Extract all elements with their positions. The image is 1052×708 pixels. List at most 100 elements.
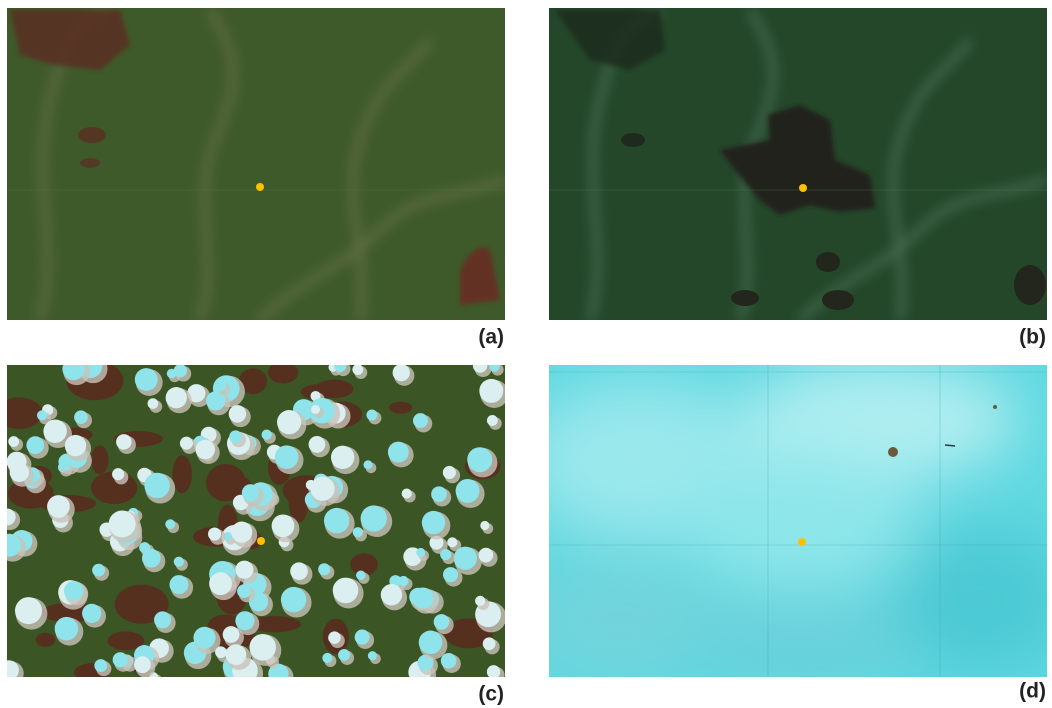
texture bbox=[215, 646, 227, 658]
texture bbox=[480, 521, 489, 530]
texture bbox=[208, 527, 221, 540]
texture bbox=[37, 410, 47, 420]
texture bbox=[172, 455, 192, 493]
texture bbox=[338, 649, 350, 661]
texture bbox=[142, 549, 161, 568]
panel-label: (b) bbox=[1019, 326, 1046, 349]
texture bbox=[113, 652, 128, 667]
texture bbox=[237, 584, 251, 598]
texture bbox=[135, 368, 158, 391]
texture bbox=[272, 514, 295, 537]
texture bbox=[440, 549, 451, 560]
image-c bbox=[0, 354, 508, 689]
texture bbox=[116, 434, 131, 449]
texture bbox=[74, 410, 88, 424]
texture bbox=[15, 597, 42, 624]
texture bbox=[94, 659, 107, 672]
texture bbox=[467, 447, 492, 472]
texture bbox=[353, 527, 363, 537]
texture bbox=[322, 653, 332, 663]
texture bbox=[352, 364, 363, 375]
texture bbox=[268, 362, 298, 384]
figure: (a) (b) (c) (d) bbox=[0, 0, 1052, 708]
texture bbox=[242, 484, 259, 501]
texture bbox=[402, 489, 412, 499]
texture bbox=[235, 561, 253, 579]
image-b bbox=[549, 8, 1047, 320]
texture bbox=[64, 581, 84, 601]
texture bbox=[479, 548, 494, 563]
texture bbox=[334, 360, 346, 372]
texture bbox=[134, 656, 151, 673]
texture bbox=[249, 634, 276, 661]
texture bbox=[483, 637, 496, 650]
texture bbox=[398, 576, 408, 586]
texture bbox=[487, 415, 498, 426]
texture bbox=[290, 562, 308, 580]
texture bbox=[381, 584, 402, 605]
texture bbox=[441, 653, 457, 669]
texture bbox=[55, 617, 79, 641]
texture bbox=[275, 445, 299, 469]
texture bbox=[473, 358, 487, 372]
texture bbox=[416, 548, 425, 557]
texture bbox=[331, 446, 354, 469]
texture bbox=[388, 442, 409, 463]
texture bbox=[154, 611, 171, 628]
texture bbox=[144, 473, 169, 498]
texture bbox=[148, 398, 159, 409]
texture bbox=[226, 644, 247, 665]
texture bbox=[413, 413, 428, 428]
texture bbox=[324, 508, 349, 533]
texture bbox=[229, 430, 242, 443]
texture bbox=[447, 537, 457, 547]
texture bbox=[431, 486, 447, 502]
texture bbox=[412, 587, 433, 608]
texture bbox=[92, 564, 105, 577]
texture bbox=[487, 665, 500, 678]
texture bbox=[309, 436, 326, 453]
texture bbox=[229, 405, 247, 423]
page: (a) (b) (c) (d) (() => { const data = JS… bbox=[0, 0, 1052, 708]
texture bbox=[366, 409, 377, 420]
texture bbox=[311, 405, 320, 414]
texture bbox=[169, 575, 188, 594]
texture bbox=[166, 387, 187, 408]
texture bbox=[443, 466, 456, 479]
image-a bbox=[7, 8, 505, 320]
texture bbox=[174, 364, 187, 377]
texture bbox=[174, 557, 184, 567]
texture bbox=[419, 631, 443, 655]
texture bbox=[310, 477, 334, 501]
panel-label: (a) bbox=[478, 326, 504, 349]
texture bbox=[91, 445, 108, 474]
texture bbox=[47, 495, 70, 518]
panel-label: (c) bbox=[478, 683, 504, 706]
texture bbox=[277, 410, 301, 434]
texture bbox=[109, 510, 136, 537]
texture bbox=[422, 511, 445, 534]
texture bbox=[456, 479, 480, 503]
texture bbox=[65, 435, 86, 456]
texture bbox=[112, 468, 124, 480]
texture bbox=[361, 505, 387, 531]
texture bbox=[479, 379, 503, 403]
texture bbox=[43, 420, 66, 443]
texture bbox=[261, 430, 271, 440]
texture bbox=[209, 572, 232, 595]
texture bbox=[235, 611, 254, 630]
texture bbox=[36, 633, 56, 647]
texture bbox=[223, 626, 240, 643]
texture bbox=[216, 381, 226, 391]
texture bbox=[318, 563, 330, 575]
texture bbox=[62, 358, 84, 380]
texture bbox=[195, 440, 215, 460]
image-d bbox=[520, 360, 1052, 680]
texture bbox=[193, 627, 215, 649]
texture bbox=[356, 570, 366, 580]
texture bbox=[454, 547, 477, 570]
texture bbox=[475, 596, 485, 606]
texture bbox=[363, 460, 372, 469]
texture bbox=[165, 519, 175, 529]
texture bbox=[355, 630, 370, 645]
